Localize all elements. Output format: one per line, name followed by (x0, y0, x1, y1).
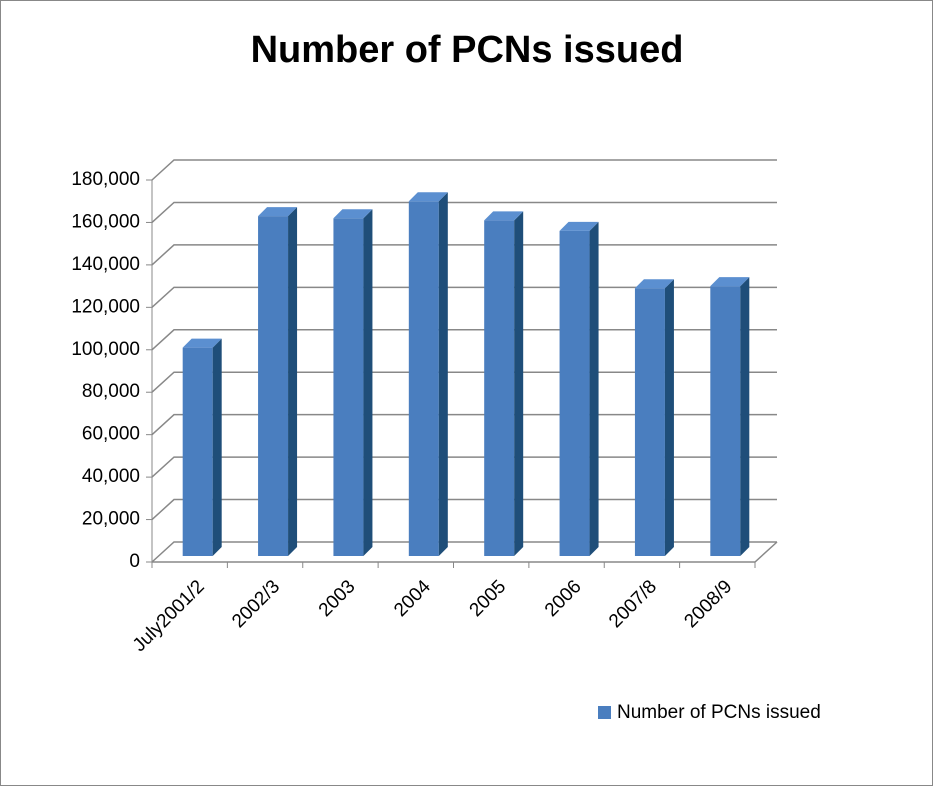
bar (333, 209, 373, 556)
y-tick-label: 160,000 (71, 211, 140, 232)
grid-line (151, 159, 777, 181)
y-tick-label: 0 (129, 551, 140, 572)
y-tick-label: 20,000 (82, 509, 140, 530)
bar-front (634, 288, 665, 556)
bar-top (710, 277, 750, 287)
bar-top (484, 211, 524, 221)
bar-side (514, 211, 524, 557)
y-tick-label: 100,000 (71, 339, 140, 360)
chart-title: Number of PCNs issued (251, 29, 684, 71)
bar (258, 207, 298, 557)
bar (710, 277, 750, 556)
bar (484, 211, 524, 557)
bar (559, 221, 599, 556)
bar-front (484, 220, 515, 557)
bar-front (333, 218, 364, 556)
legend-label: Number of PCNs issued (617, 702, 821, 723)
y-tick-label: 80,000 (82, 381, 140, 402)
legend-swatch (598, 706, 611, 719)
bar-top (258, 207, 298, 217)
y-tick-label: 40,000 (82, 466, 140, 487)
bar (408, 192, 448, 556)
grid-line (151, 201, 777, 223)
bar-side (363, 209, 373, 556)
y-tick-label: 180,000 (71, 169, 140, 190)
y-tick-label: 120,000 (71, 296, 140, 317)
bar-top (182, 338, 222, 348)
bar-side (288, 207, 298, 557)
bar-side (212, 338, 222, 556)
bar-front (182, 347, 213, 556)
bar-front (408, 201, 439, 556)
bar (182, 338, 222, 556)
bar-side (589, 221, 599, 556)
bar-side (740, 277, 750, 556)
y-tick-label: 60,000 (82, 424, 140, 445)
bar-top (408, 192, 448, 202)
bar (634, 279, 674, 556)
bar-side (664, 279, 674, 556)
bar-top (634, 279, 674, 289)
bar-front (710, 286, 741, 556)
bar-top (559, 221, 599, 231)
bar-front (559, 230, 590, 556)
bar-side (438, 192, 448, 556)
y-tick-label: 140,000 (71, 254, 140, 275)
bar-front (258, 216, 289, 557)
bar-top (333, 209, 373, 219)
